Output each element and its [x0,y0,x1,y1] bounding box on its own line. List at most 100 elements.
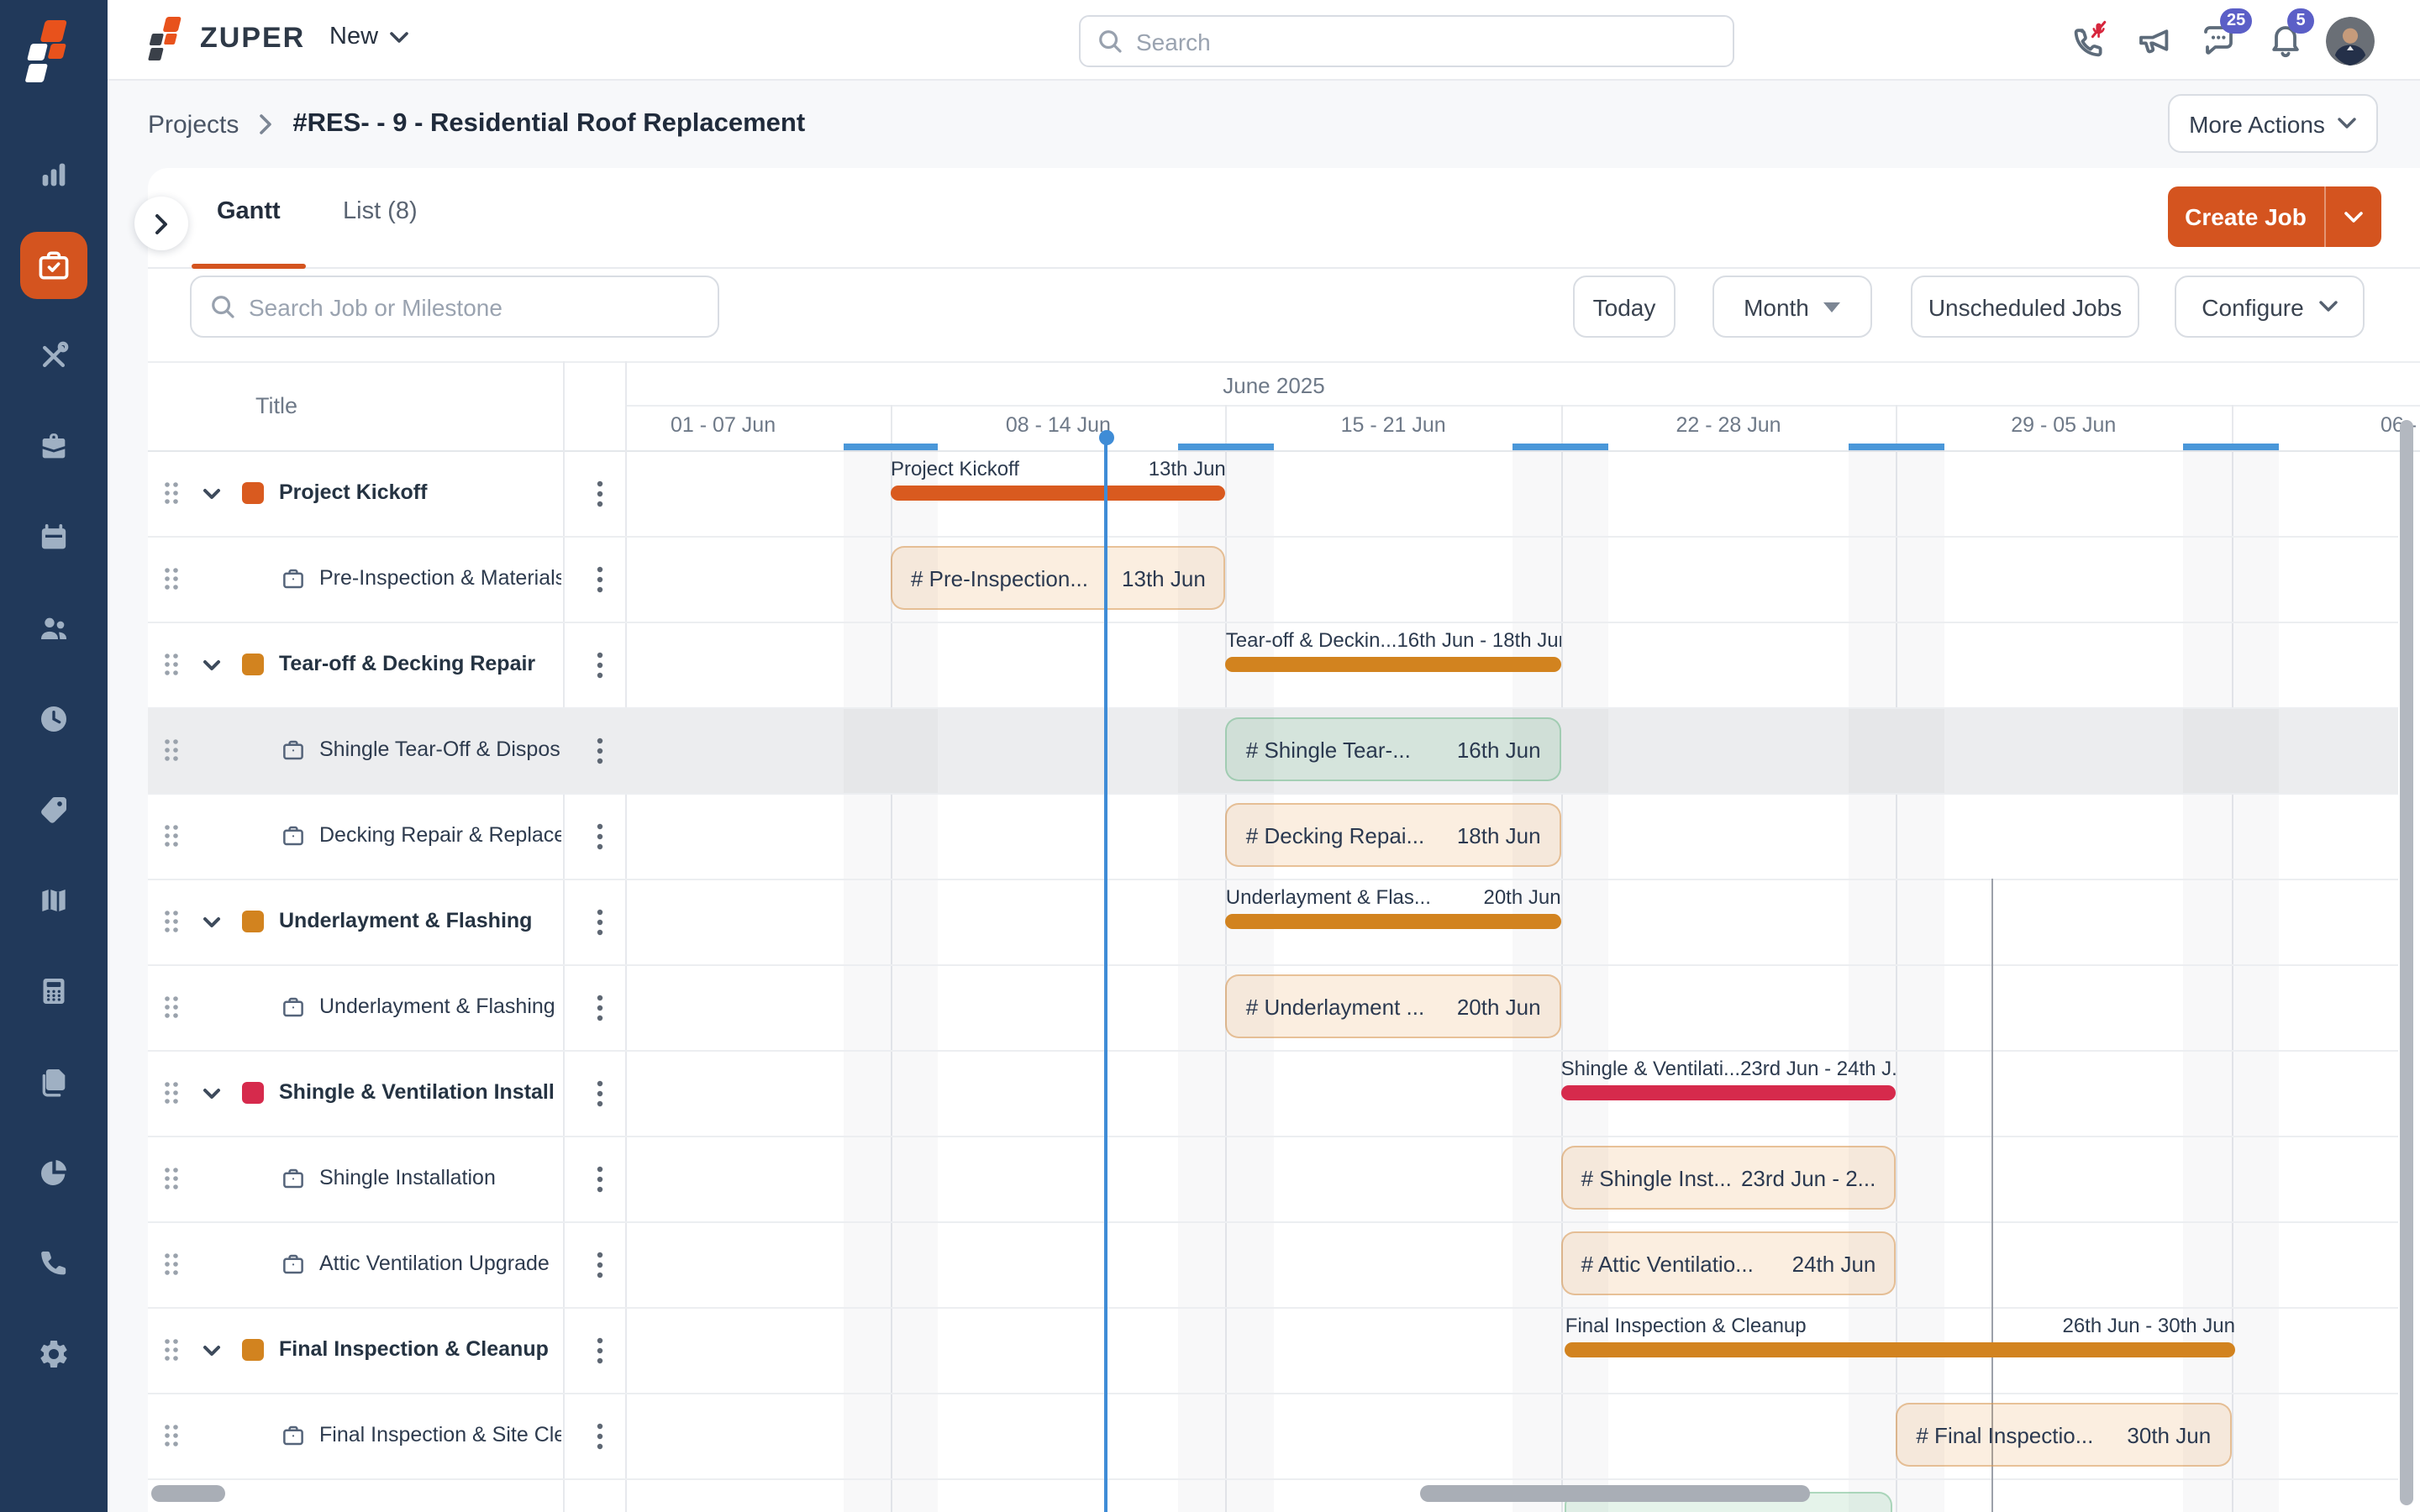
new-button[interactable]: New [329,24,408,50]
timeline-hscrollbar[interactable] [1420,1485,1810,1502]
job-bar[interactable]: # Final Inspectio... 30th Jun [1896,1403,2232,1467]
user-avatar[interactable] [2326,17,2375,66]
drag-handle-icon[interactable] [163,1080,180,1105]
sidebar-item-settings[interactable] [37,1337,71,1371]
sidebar-item-teams[interactable] [37,612,71,645]
milestone-bar-track[interactable] [1225,914,1561,929]
sidebar-item-timesheets[interactable] [37,702,71,736]
job-bar[interactable]: # Shingle Tear-... 16th Jun [1225,717,1561,781]
breadcrumb-projects[interactable]: Projects [148,110,239,139]
milestone-bar[interactable]: Project Kickoff 13th Jun [891,457,1226,501]
row-menu-button[interactable] [587,1163,613,1194]
new-button-label: New [329,24,379,50]
job-bar[interactable]: # Underlayment ... 20th Jun [1225,974,1561,1038]
drag-handle-icon[interactable] [163,1423,180,1448]
collapse-row-icon[interactable] [200,910,224,933]
collapse-row-icon[interactable] [200,481,224,505]
drag-handle-icon[interactable] [163,1166,180,1191]
phone-muted-icon[interactable] [2070,20,2111,60]
sidebar-item-map[interactable] [37,884,71,917]
gantt-search[interactable] [190,276,719,338]
more-actions-button[interactable]: More Actions [2168,94,2378,153]
milestone-bar[interactable]: Final Inspection & Cleanup 26th Jun - 30t… [1565,1314,2235,1357]
collapse-row-icon[interactable] [200,653,224,676]
selected-row-highlight [148,707,2398,793]
weekend-tick [1512,444,1609,450]
unscheduled-jobs-button[interactable]: Unscheduled Jobs [1911,276,2139,338]
create-job-button[interactable]: Create Job [2168,186,2381,247]
week-grid-line [891,404,892,1512]
view-mode-select[interactable]: Month [1712,276,1872,338]
row-menu-button[interactable] [587,906,613,937]
sidebar-item-dispatch[interactable] [37,339,71,373]
row-menu-button[interactable] [587,821,613,851]
tab-list[interactable]: List (8) [343,198,418,225]
announcements-icon[interactable] [2134,20,2175,60]
job-bar[interactable]: # Decking Repai... 18th Jun [1225,803,1561,867]
sidebar-item-calendar[interactable] [37,521,71,554]
chevron-down-icon [2338,118,2357,129]
panel-hscrollbar[interactable] [151,1485,225,1502]
drag-handle-icon[interactable] [163,1252,180,1277]
global-search[interactable] [1079,15,1734,67]
job-bar[interactable]: # Shingle Inst... 23rd Jun - 2... [1560,1146,1897,1210]
row-menu-button[interactable] [587,564,613,594]
sidebar-item-invoices[interactable] [37,974,71,1008]
milestone-bar-track[interactable] [1225,657,1561,672]
row-menu-button[interactable] [587,1420,613,1451]
milestone-bar[interactable]: Underlayment & Flas... 20th Jun [1225,885,1561,929]
zuper-logo-mark[interactable] [25,20,82,84]
zuper-brand[interactable]: ZUPER [148,17,305,60]
milestone-bar-track[interactable] [1560,1085,1897,1100]
sidebar-item-projects[interactable] [20,232,87,299]
drag-handle-icon[interactable] [163,652,180,677]
tab-gantt[interactable]: Gantt [217,198,281,225]
milestone-bar-label: Underlayment & Flas... [1225,885,1431,909]
drag-handle-icon[interactable] [163,566,180,591]
row-menu-button[interactable] [587,478,613,508]
milestone-bar-track[interactable] [891,486,1226,501]
milestone-title: Underlayment & Flashing [279,908,533,932]
row-menu-button[interactable] [587,1078,613,1108]
row-menu-button[interactable] [587,1249,613,1279]
row-menu-button[interactable] [587,992,613,1022]
row-menu-button[interactable] [587,649,613,680]
today-label: Today [1592,293,1656,320]
drag-handle-icon[interactable] [163,995,180,1020]
job-bar[interactable]: # Pre-Inspection... 13th Jun [891,546,1226,610]
drag-handle-icon[interactable] [163,738,180,763]
row-separator [148,1136,2398,1137]
milestone-bar-track[interactable] [1565,1342,2235,1357]
drag-handle-icon[interactable] [163,823,180,848]
row-menu-button[interactable] [587,735,613,765]
job-bar[interactable]: # Attic Ventilatio... 24th Jun [1560,1231,1897,1295]
sidebar-item-jobs[interactable] [37,430,71,464]
collapse-panel-button[interactable] [134,197,188,250]
milestone-bar[interactable]: Shingle & Ventilati... 23rd Jun - 24th J.… [1560,1057,1897,1100]
job-briefcase-icon [281,1252,306,1277]
milestone-bar-labels: Shingle & Ventilati... 23rd Jun - 24th J.… [1561,1057,1897,1080]
global-search-input[interactable] [1136,28,1716,55]
today-button[interactable]: Today [1573,276,1676,338]
sidebar-item-documents[interactable] [37,1065,71,1099]
vertical-scrollbar[interactable] [2400,420,2413,1505]
sidebar-item-calls[interactable] [37,1247,71,1280]
gantt-search-input[interactable] [249,293,699,320]
sidebar-item-dashboard[interactable] [37,158,71,192]
configure-button[interactable]: Configure [2175,276,2365,338]
job-bar-date: 18th Jun [1456,822,1541,848]
drag-handle-icon[interactable] [163,480,180,506]
notifications-icon[interactable]: 5 [2265,8,2314,60]
sidebar-item-tags[interactable] [37,793,71,827]
create-job-dropdown[interactable] [2326,211,2381,223]
row-menu-button[interactable] [587,1335,613,1365]
job-title: Final Inspection & Site Cle [319,1422,561,1446]
drag-handle-icon[interactable] [163,1337,180,1362]
collapse-row-icon[interactable] [200,1081,224,1105]
sidebar-item-reports[interactable] [37,1156,71,1189]
drag-handle-icon[interactable] [163,909,180,934]
milestone-bar[interactable]: Tear-off & Deckin... 16th Jun - 18th Jun [1225,628,1561,672]
week-label: 22 - 28 Jun [1676,413,1781,437]
collapse-row-icon[interactable] [200,1338,224,1362]
messages-icon[interactable]: 25 [2198,8,2253,60]
